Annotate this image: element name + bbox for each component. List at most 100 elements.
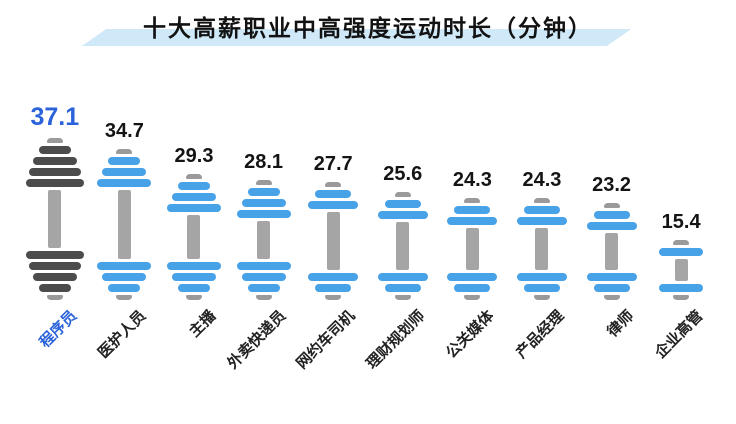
dumbbell-plate: [447, 217, 498, 225]
dumbbell-plate: [516, 217, 567, 225]
dumbbell-plate: [177, 284, 210, 292]
dumbbell-plate: [586, 273, 637, 281]
dumbbell-plate: [171, 273, 216, 281]
dumbbell-cap: [394, 192, 411, 197]
dumbbell-column-4: 27.7: [298, 75, 368, 300]
dumbbell-plate: [315, 284, 352, 292]
dumbbell-plate: [593, 284, 630, 292]
dumbbell-bar: [187, 215, 201, 259]
dumbbell-plate: [25, 251, 84, 259]
dumbbell-icon: [646, 240, 716, 300]
dumbbell-column-2: 29.3: [159, 75, 229, 300]
value-label: 24.3: [452, 169, 492, 191]
dumbbell-column-6: 24.3: [438, 75, 508, 300]
dumbbell-cap: [46, 138, 63, 143]
dumbbell-cap: [116, 295, 133, 300]
dumbbell-plate: [236, 262, 291, 270]
dumbbell-bar: [605, 233, 619, 270]
dumbbell-plate: [28, 168, 81, 176]
category-label-cell: 公关媒体: [438, 302, 508, 424]
category-label: 企业高管: [651, 307, 707, 362]
dumbbell-icon: [368, 192, 438, 300]
dumbbell-column-0: 37.1: [20, 75, 90, 300]
chart-category-labels: 程序员 医护人员 主播 外卖快递员 网约车司机 理财规划师 公关媒体 产品经理 律师 企业高管: [20, 302, 716, 424]
category-label-cell: 律师: [577, 302, 647, 424]
dumbbell-cap: [325, 182, 342, 187]
dumbbell-icon: [20, 138, 90, 300]
dumbbell-cap: [603, 295, 620, 300]
dumbbell-plate: [593, 211, 630, 219]
dumbbell-plate: [236, 210, 291, 218]
dumbbell-cap: [116, 149, 133, 154]
value-label: 15.4: [661, 211, 701, 233]
dumbbell-cap: [603, 203, 620, 208]
dumbbell-plate: [102, 168, 147, 176]
dumbbell-plate: [384, 284, 421, 292]
category-label-cell: 医护人员: [90, 302, 160, 424]
dumbbell-plate: [166, 262, 221, 270]
dumbbell-plate: [38, 146, 71, 154]
dumbbell-cap: [533, 198, 550, 203]
category-label-cell: 产品经理: [507, 302, 577, 424]
dumbbell-plate: [377, 211, 428, 219]
category-label-cell: 程序员: [20, 302, 90, 424]
dumbbell-icon: [507, 198, 577, 300]
category-label: 主播: [186, 307, 220, 341]
dumbbell-plate: [523, 206, 560, 214]
value-label: 27.7: [313, 153, 353, 175]
value-label: 28.1: [244, 151, 284, 173]
dumbbell-plate: [247, 284, 280, 292]
dumbbell-plate: [97, 179, 152, 187]
chart-columns: 37.1 34.7 29.3 28.1 27.7 25.6 24.3 24.3 23.2 15.4: [20, 75, 716, 300]
category-label-cell: 网约车司机: [293, 302, 368, 424]
dumbbell-cap: [255, 180, 272, 185]
category-label-cell: 理财规划师: [363, 302, 438, 424]
dumbbell-icon: [577, 203, 647, 300]
dumbbell-plate: [32, 273, 77, 281]
dumbbell-cap: [185, 174, 202, 179]
dumbbell-icon: [159, 174, 229, 300]
dumbbell-plate: [108, 157, 141, 165]
value-label: 25.6: [383, 163, 423, 185]
value-label: 29.3: [174, 145, 214, 167]
category-label-cell: 主播: [159, 302, 229, 424]
dumbbell-plate: [516, 273, 567, 281]
dumbbell-bar: [396, 222, 410, 270]
category-label-cell: 企业高管: [646, 302, 716, 424]
dumbbell-plate: [28, 262, 81, 270]
value-label: 24.3: [522, 169, 562, 191]
dumbbell-plate: [384, 200, 421, 208]
category-label: 产品经理: [512, 307, 568, 362]
dumbbell-cap: [185, 295, 202, 300]
page-title: 十大高薪职业中高强度运动时长（分钟）: [143, 15, 593, 41]
dumbbell-bar: [257, 221, 271, 259]
category-label: 网约车司机: [293, 307, 359, 373]
dumbbell-plate: [166, 204, 221, 212]
dumbbell-plate: [659, 284, 704, 292]
value-label: 23.2: [592, 174, 632, 196]
category-label: 程序员: [36, 307, 81, 352]
dumbbell-plate: [454, 206, 491, 214]
category-label: 外卖快递员: [223, 307, 289, 373]
dumbbell-bar: [465, 228, 479, 270]
dumbbell-plate: [241, 273, 286, 281]
dumbbell-bar: [535, 228, 549, 270]
dumbbell-cap: [394, 295, 411, 300]
dumbbell-plate: [38, 284, 71, 292]
chart-title-block: 十大高薪职业中高强度运动时长（分钟）: [0, 0, 736, 60]
dumbbell-cap: [464, 198, 481, 203]
dumbbell-plate: [97, 262, 152, 270]
dumbbell-plate: [177, 182, 210, 190]
dumbbell-column-7: 24.3: [507, 75, 577, 300]
dumbbell-column-9: 15.4: [646, 75, 716, 300]
dumbbell-bar: [326, 212, 340, 270]
dumbbell-plate: [308, 273, 359, 281]
dumbbell-icon: [90, 149, 160, 300]
dumbbell-bar: [117, 190, 131, 259]
dumbbell-plate: [241, 199, 286, 207]
dumbbell-cap: [673, 295, 690, 300]
dumbbell-column-5: 25.6: [368, 75, 438, 300]
dumbbell-plate: [25, 179, 84, 187]
dumbbell-plate: [171, 193, 216, 201]
dumbbell-cap: [464, 295, 481, 300]
